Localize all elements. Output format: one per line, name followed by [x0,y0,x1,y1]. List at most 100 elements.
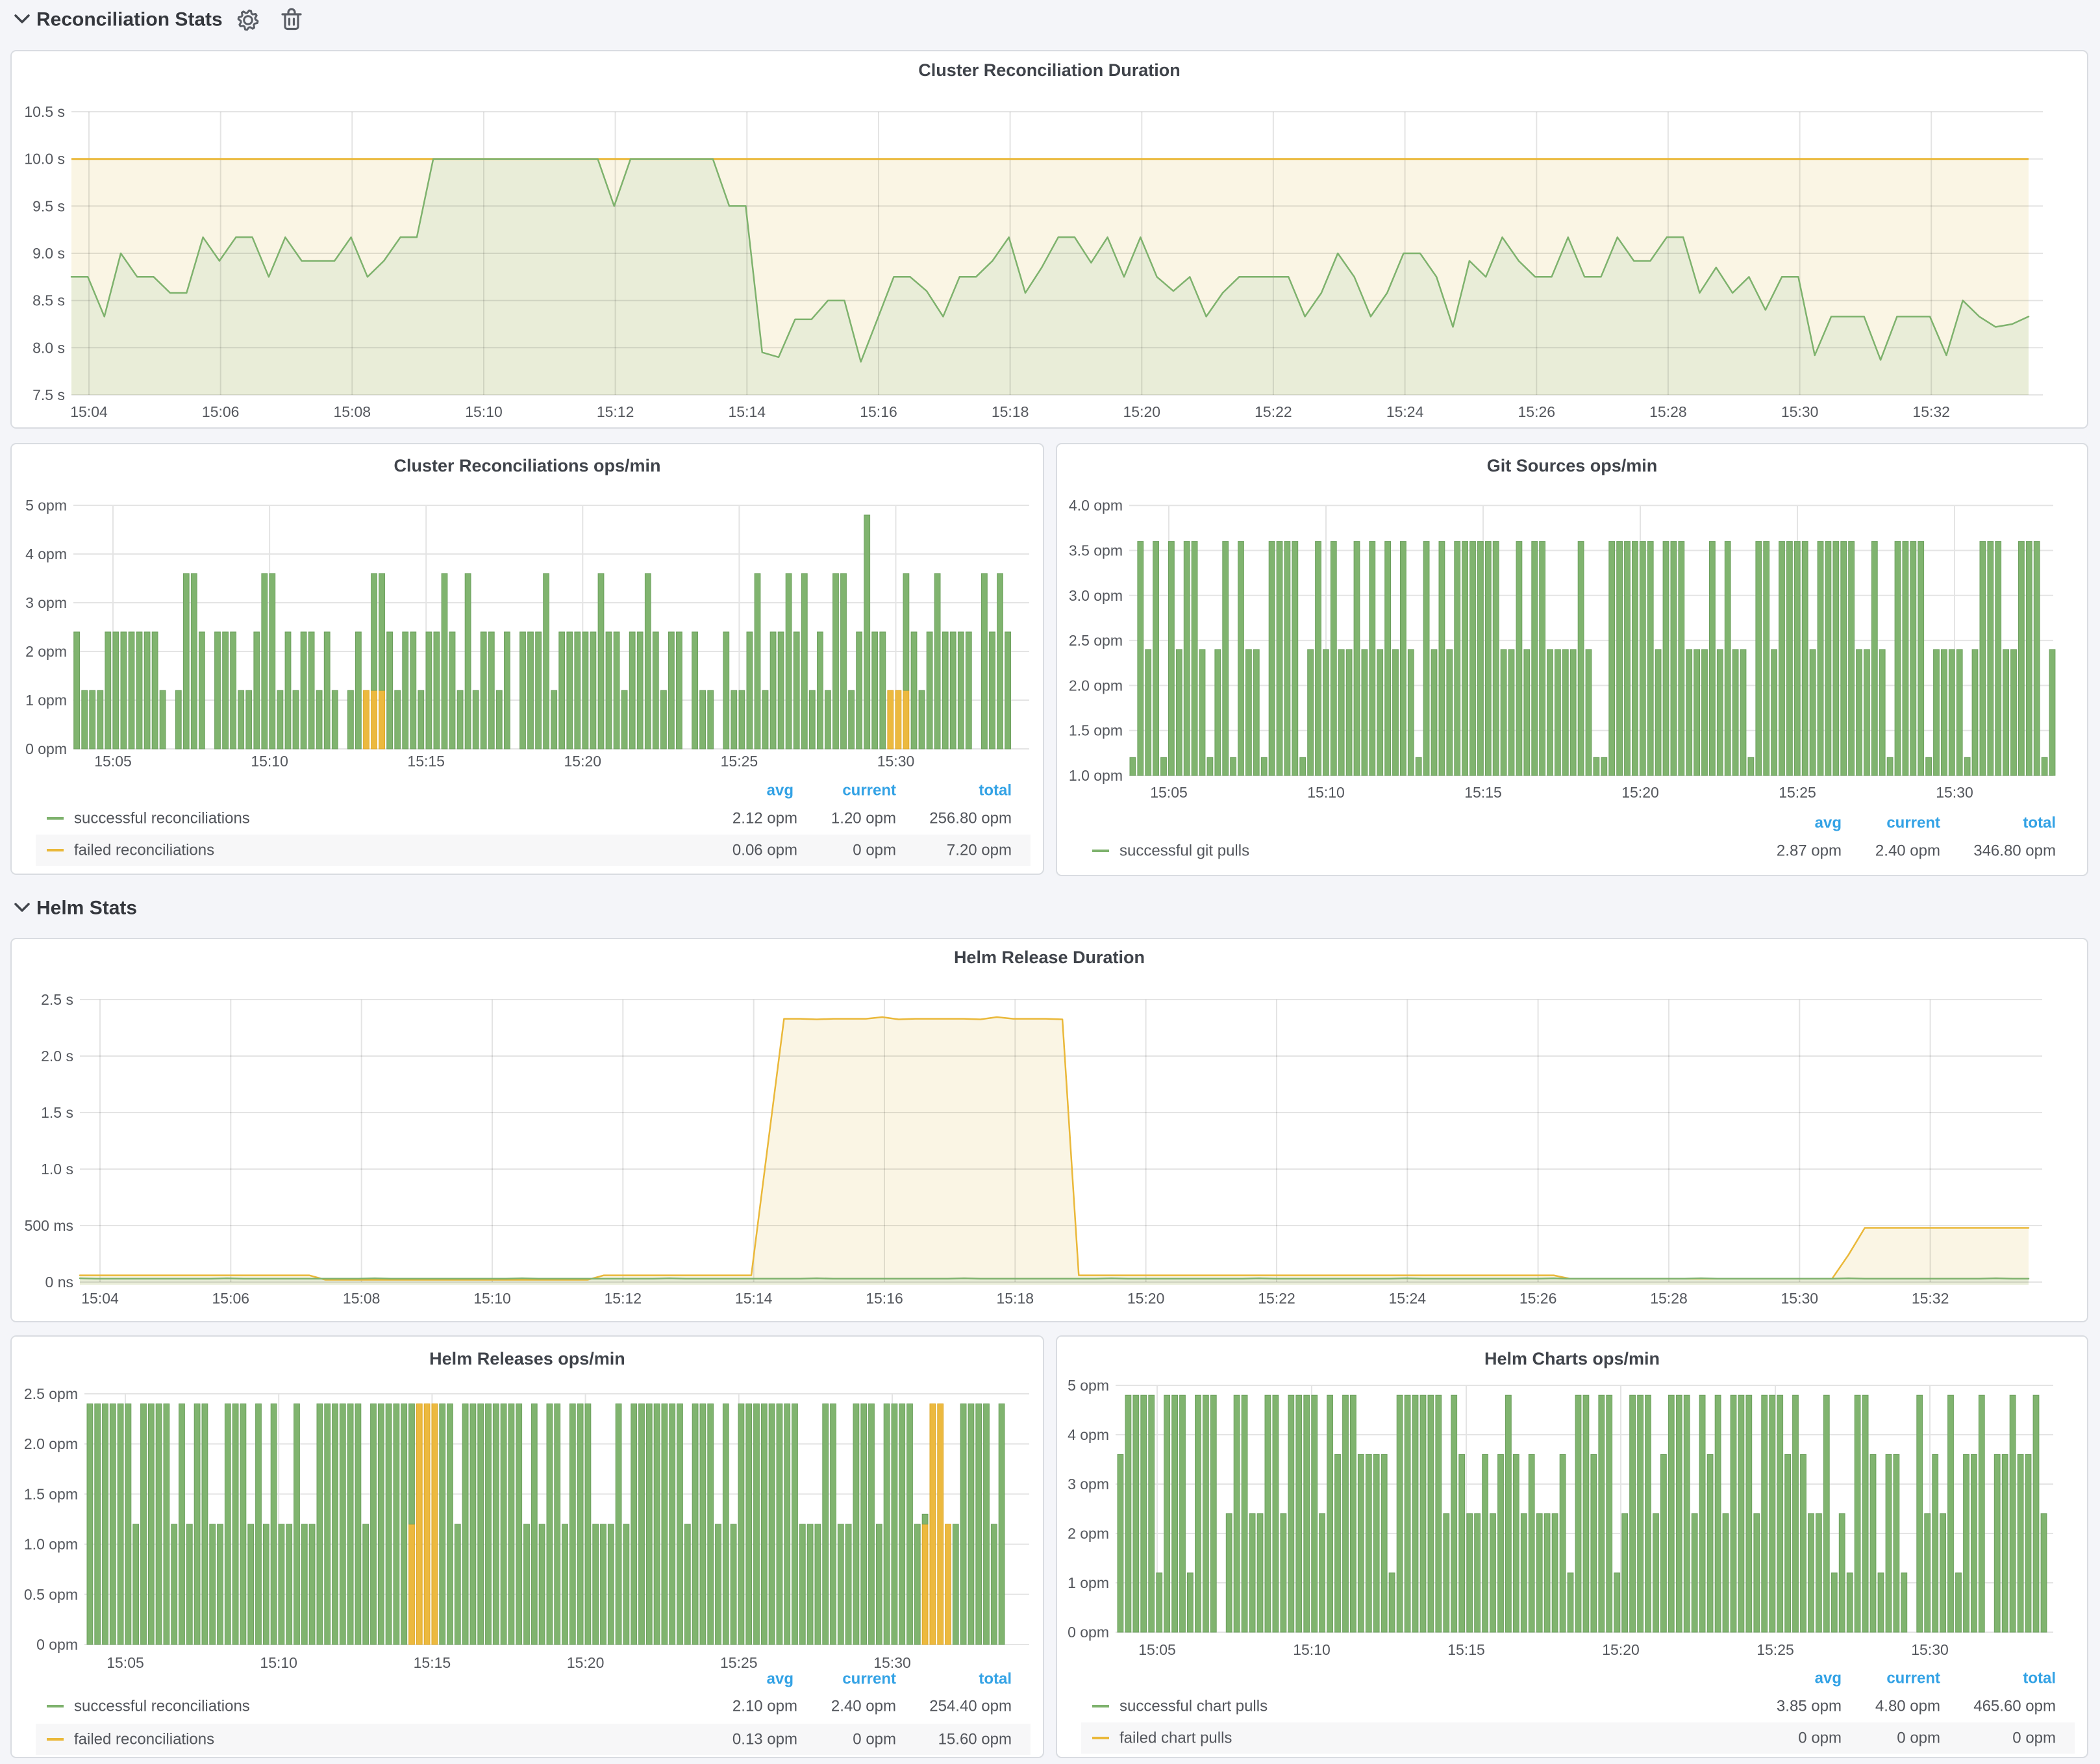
svg-text:15:20: 15:20 [1621,784,1659,801]
svg-text:Cluster Reconciliation Duratio: Cluster Reconciliation Duration [918,60,1181,80]
svg-text:15:30: 15:30 [873,1654,911,1671]
svg-text:0 opm: 0 opm [853,1731,896,1748]
svg-text:15:16: 15:16 [866,1290,903,1307]
svg-text:15:10: 15:10 [251,753,288,770]
svg-text:7.5 s: 7.5 s [32,386,65,403]
svg-text:Git Sources ops/min: Git Sources ops/min [1487,456,1658,475]
svg-text:15:25: 15:25 [1756,1641,1794,1658]
svg-text:1.20 opm: 1.20 opm [831,810,896,827]
svg-text:15:25: 15:25 [721,753,758,770]
svg-text:15:30: 15:30 [877,753,915,770]
svg-text:15:05: 15:05 [1138,1641,1176,1658]
svg-text:1.0 opm: 1.0 opm [1069,767,1123,784]
svg-text:failed reconciliations: failed reconciliations [74,842,214,859]
svg-text:2 opm: 2 opm [25,643,67,660]
svg-text:avg: avg [767,1670,794,1688]
svg-text:Helm Releases ops/min: Helm Releases ops/min [429,1349,625,1368]
svg-text:465.60 opm: 465.60 opm [1973,1698,2056,1715]
svg-text:avg: avg [767,782,794,800]
svg-text:total: total [2023,1670,2056,1687]
svg-text:15:04: 15:04 [70,403,108,420]
svg-text:5 opm: 5 opm [25,497,67,514]
svg-text:2.87 opm: 2.87 opm [1777,842,1842,860]
svg-text:2.40 opm: 2.40 opm [1875,842,1940,860]
svg-text:current: current [1886,814,1940,832]
svg-text:15:20: 15:20 [1123,403,1161,420]
svg-text:1.0 s: 1.0 s [41,1161,73,1178]
svg-text:1.0 opm: 1.0 opm [24,1536,78,1553]
svg-text:15:16: 15:16 [860,403,897,420]
svg-text:5 opm: 5 opm [1068,1377,1109,1394]
svg-text:current: current [1886,1670,1940,1687]
svg-text:15.60 opm: 15.60 opm [938,1731,1012,1748]
svg-text:15:20: 15:20 [1127,1290,1165,1307]
svg-text:Helm Charts ops/min: Helm Charts ops/min [1484,1349,1660,1368]
svg-text:successful reconciliations: successful reconciliations [74,810,250,827]
svg-text:15:10: 15:10 [473,1290,511,1307]
svg-text:2 opm: 2 opm [1068,1525,1109,1542]
svg-text:2.0 opm: 2.0 opm [1069,677,1123,694]
svg-text:10.0 s: 10.0 s [24,151,65,168]
svg-text:1.5 opm: 1.5 opm [24,1485,78,1502]
svg-text:0 opm: 0 opm [853,842,896,859]
svg-text:15:20: 15:20 [1602,1641,1640,1658]
svg-text:15:28: 15:28 [1650,1290,1688,1307]
svg-text:avg: avg [1815,814,1842,832]
svg-text:15:28: 15:28 [1649,403,1687,420]
svg-text:0.13 opm: 0.13 opm [732,1731,797,1748]
svg-text:0 opm: 0 opm [25,740,67,757]
svg-text:0 opm: 0 opm [1897,1730,1940,1747]
svg-text:2.5 opm: 2.5 opm [1069,632,1123,649]
svg-text:0 opm: 0 opm [2012,1730,2056,1747]
svg-text:2.0 opm: 2.0 opm [24,1435,78,1452]
svg-text:254.40 opm: 254.40 opm [929,1698,1012,1715]
svg-text:Helm Stats: Helm Stats [36,898,137,919]
svg-text:15:04: 15:04 [81,1290,119,1307]
svg-text:15:20: 15:20 [564,753,602,770]
svg-text:3 opm: 3 opm [25,594,67,611]
svg-text:15:08: 15:08 [343,1290,381,1307]
svg-text:1.5 opm: 1.5 opm [1069,722,1123,739]
svg-text:15:05: 15:05 [1150,784,1188,801]
svg-text:1 opm: 1 opm [1068,1574,1109,1591]
svg-text:2.5 s: 2.5 s [41,991,73,1008]
svg-text:successful git pulls: successful git pulls [1119,842,1249,860]
svg-text:15:10: 15:10 [1293,1641,1331,1658]
svg-text:failed chart pulls: failed chart pulls [1119,1730,1232,1747]
svg-text:15:05: 15:05 [94,753,132,770]
svg-text:346.80 opm: 346.80 opm [1973,842,2056,860]
svg-text:15:32: 15:32 [1912,403,1950,420]
svg-text:2.10 opm: 2.10 opm [732,1698,797,1715]
svg-text:0 opm: 0 opm [36,1636,78,1653]
svg-text:15:15: 15:15 [1447,1641,1485,1658]
svg-text:0.06 opm: 0.06 opm [732,842,797,859]
svg-text:3.5 opm: 3.5 opm [1069,542,1123,559]
svg-text:15:06: 15:06 [202,403,240,420]
svg-text:15:30: 15:30 [1781,403,1819,420]
svg-text:avg: avg [1815,1670,1842,1687]
svg-text:15:25: 15:25 [720,1654,758,1671]
svg-text:2.12 opm: 2.12 opm [732,810,797,827]
svg-text:15:08: 15:08 [334,403,371,420]
svg-text:3.85 opm: 3.85 opm [1777,1698,1842,1715]
svg-text:current: current [842,1670,896,1688]
svg-text:4.0 opm: 4.0 opm [1069,497,1123,514]
svg-text:15:14: 15:14 [729,403,766,420]
svg-text:15:10: 15:10 [260,1654,297,1671]
svg-text:0.5 opm: 0.5 opm [24,1586,78,1603]
svg-text:256.80 opm: 256.80 opm [929,810,1012,827]
svg-text:15:22: 15:22 [1255,403,1292,420]
svg-text:15:10: 15:10 [1307,784,1345,801]
svg-text:total: total [979,782,1012,800]
svg-text:15:15: 15:15 [414,1654,451,1671]
svg-text:15:12: 15:12 [605,1290,642,1307]
svg-text:current: current [842,782,896,800]
svg-text:500 ms: 500 ms [25,1217,73,1234]
svg-text:15:25: 15:25 [1779,784,1816,801]
svg-text:1 opm: 1 opm [25,692,67,709]
svg-text:15:30: 15:30 [1936,784,1973,801]
svg-text:15:26: 15:26 [1519,1290,1557,1307]
svg-text:15:18: 15:18 [997,1290,1034,1307]
svg-text:2.0 s: 2.0 s [41,1048,73,1065]
svg-text:failed reconciliations: failed reconciliations [74,1731,214,1748]
